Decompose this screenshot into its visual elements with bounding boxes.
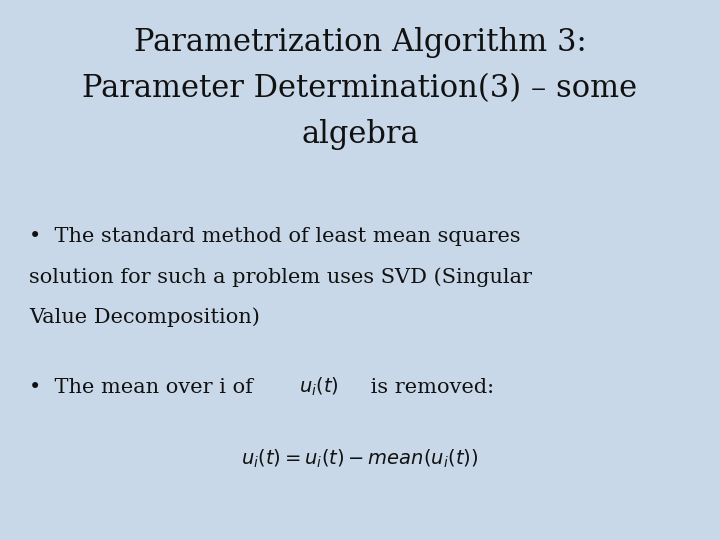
Text: Value Decomposition): Value Decomposition) [29, 308, 260, 327]
Text: •  The standard method of least mean squares: • The standard method of least mean squa… [29, 227, 521, 246]
Text: solution for such a problem uses SVD (Singular: solution for such a problem uses SVD (Si… [29, 267, 532, 287]
Text: algebra: algebra [301, 119, 419, 150]
Text: $u_i(t) = u_i(t) - mean(u_i(t))$: $u_i(t) = u_i(t) - mean(u_i(t))$ [241, 448, 479, 470]
Text: Parameter Determination(3) – some: Parameter Determination(3) – some [82, 73, 638, 104]
Text: •  The mean over i of: • The mean over i of [29, 378, 259, 397]
Text: $u_i(t)$: $u_i(t)$ [299, 375, 338, 397]
Text: Parametrization Algorithm 3:: Parametrization Algorithm 3: [134, 27, 586, 58]
Text: is removed:: is removed: [364, 378, 494, 397]
